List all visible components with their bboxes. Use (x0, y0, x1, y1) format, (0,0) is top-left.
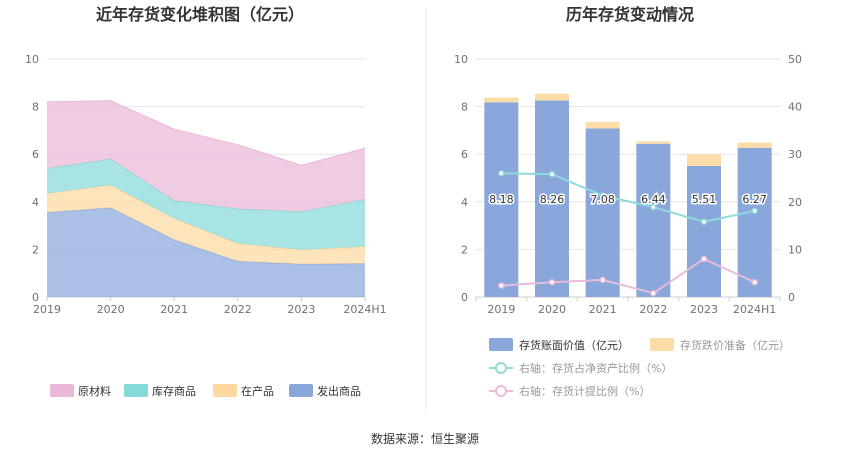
legend-label: 库存商品 (152, 384, 196, 398)
bar-book-value (535, 100, 569, 297)
right-chart-title: 历年存货变动情况 (566, 5, 694, 24)
right-data-labels: 8.18 8.26 7.08 6.44 5.51 6.27 (488, 192, 769, 208)
line-point (548, 170, 556, 178)
line-point (751, 207, 758, 215)
area-库存商品 (47, 158, 365, 250)
line-series (501, 172, 755, 223)
bar-value-label: 6.44 (641, 193, 666, 206)
bar-value-label: 8.18 (489, 193, 514, 206)
bar-book-value (737, 147, 772, 297)
right-bars (484, 93, 772, 297)
y-tick-label: 6 (32, 148, 39, 161)
y-tick-label: 10 (454, 53, 468, 66)
right-y-axis-right: 0 10 20 30 40 50 (788, 53, 802, 304)
line-point (700, 218, 708, 226)
legend-label: 右轴：存货计提比例（%） (519, 384, 650, 398)
legend-swatch (124, 384, 148, 397)
y2-tick-label: 0 (788, 291, 795, 304)
line-point (599, 276, 606, 284)
line-point (498, 282, 505, 289)
area-原材料 (47, 100, 365, 212)
legend-label: 在产品 (241, 384, 274, 398)
x-tick-label: 2024H1 (343, 303, 386, 316)
legend-label: 原材料 (78, 384, 111, 398)
right-x-axis: 2019 2020 2021 2022 2023 2024H1 (475, 297, 781, 316)
y-tick-label: 8 (461, 101, 468, 114)
legend-label: 存货跌价准备（亿元） (680, 338, 790, 352)
area-在产品 (47, 185, 365, 265)
bar-value-label: 5.51 (692, 193, 717, 206)
right-lines (498, 169, 758, 297)
legend-swatch (650, 338, 674, 351)
data-source: 数据来源：恒生聚源 (371, 431, 479, 446)
y-tick-label: 2 (32, 243, 39, 256)
bar-impairment (484, 97, 519, 103)
x-tick-label: 2020 (97, 303, 125, 316)
legend-swatch (289, 384, 313, 397)
x-tick-label: 2019 (487, 303, 515, 316)
legend-swatch (50, 384, 74, 397)
right-grid (476, 58, 780, 298)
bar-impairment (585, 121, 620, 129)
line-point (548, 278, 556, 286)
y-tick-label: 4 (32, 196, 39, 209)
legend-marker (495, 362, 507, 374)
bar-impairment (737, 142, 772, 148)
bar-book-value (484, 102, 519, 297)
x-tick-label: 2021 (160, 303, 188, 316)
bar-value-label: 7.08 (590, 193, 615, 206)
x-tick-label: 2023 (690, 303, 718, 316)
legend-marker (495, 385, 507, 397)
y-tick-label: 0 (461, 291, 468, 304)
line-point (650, 203, 657, 211)
y2-tick-label: 10 (788, 243, 802, 256)
right-legend: 存货账面价值（亿元） 存货跌价准备（亿元） 右轴：存货占净资产比例（%） 右轴：存货计… (489, 338, 790, 398)
legend-label: 存货账面价值（亿元） (519, 338, 629, 352)
bar-book-value (585, 128, 620, 297)
y-tick-label: 6 (461, 148, 468, 161)
y2-tick-label: 50 (788, 53, 802, 66)
bar-impairment (636, 141, 671, 144)
x-tick-label: 2024H1 (733, 303, 776, 316)
bar-impairment (535, 93, 569, 101)
bar-value-label: 6.27 (742, 193, 767, 206)
line-point (599, 192, 606, 199)
y2-tick-label: 40 (788, 101, 802, 114)
bar-book-value (636, 143, 671, 297)
bar-impairment (687, 154, 721, 166)
y-tick-label: 8 (32, 101, 39, 114)
line-point (650, 289, 657, 297)
x-tick-label: 2023 (287, 303, 315, 316)
x-tick-label: 2022 (639, 303, 667, 316)
line-point (498, 169, 505, 177)
y-tick-label: 4 (461, 196, 468, 209)
right-y-axis-left: 0 2 4 6 8 10 (454, 53, 468, 304)
x-tick-label: 2020 (538, 303, 566, 316)
legend-label: 右轴：存货占净资产比例（%） (519, 361, 672, 375)
x-tick-label: 2019 (33, 303, 61, 316)
left-areas (46, 100, 366, 297)
x-tick-label: 2021 (589, 303, 617, 316)
area-edge (46, 100, 366, 166)
y2-tick-label: 20 (788, 196, 802, 209)
y-tick-label: 0 (32, 291, 39, 304)
y-tick-label: 10 (25, 53, 39, 66)
line-point (751, 278, 758, 286)
x-tick-label: 2022 (224, 303, 252, 316)
line-point (700, 255, 708, 263)
left-x-axis: 2019 2020 2021 2022 2023 2024H1 (33, 297, 387, 316)
y2-tick-label: 30 (788, 148, 802, 161)
y-tick-label: 2 (461, 243, 468, 256)
left-y-axis: 0 2 4 6 8 10 (25, 53, 39, 304)
legend-swatch (489, 338, 513, 351)
bar-value-label: 8.26 (540, 193, 565, 206)
area-发出商品 (47, 207, 365, 297)
left-chart-title: 近年存货变化堆积图（亿元） (96, 5, 304, 24)
line-series (501, 257, 756, 295)
bar-book-value (687, 165, 721, 297)
legend-swatch (213, 384, 237, 397)
legend-label: 发出商品 (317, 384, 361, 398)
left-legend: 原材料 库存商品 在产品 发出商品 (50, 384, 361, 398)
